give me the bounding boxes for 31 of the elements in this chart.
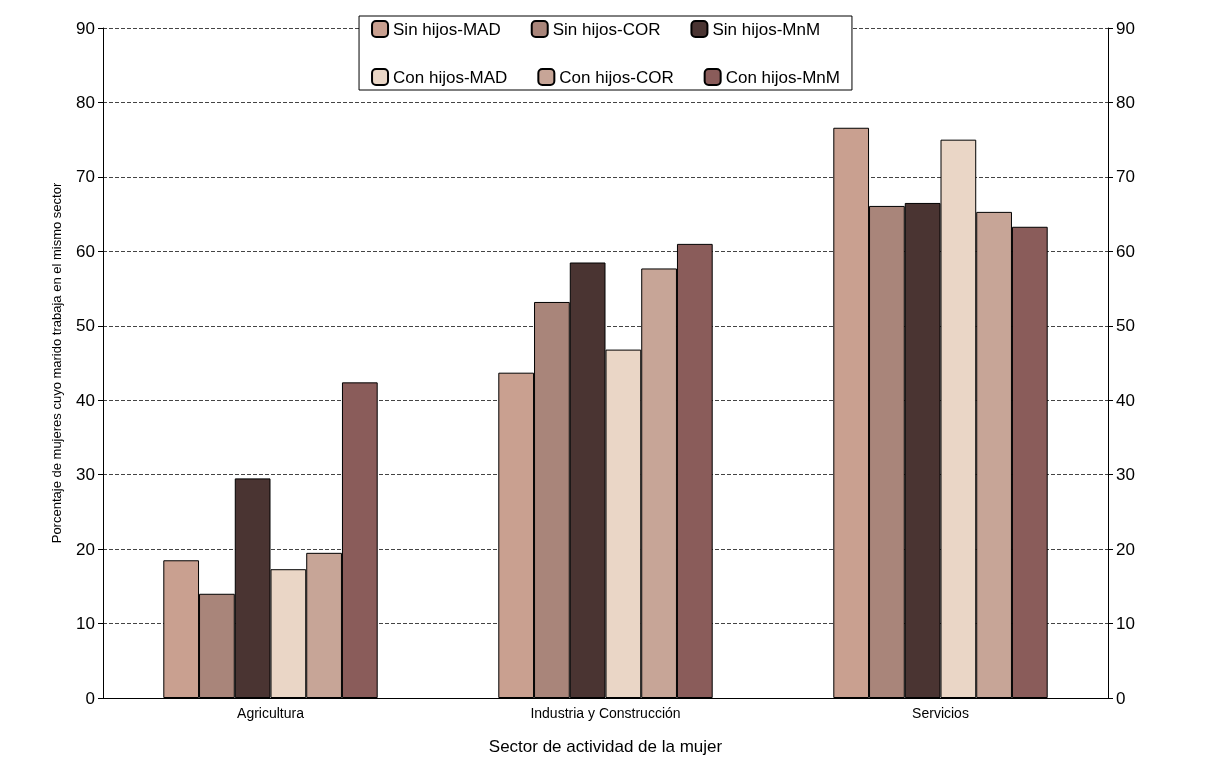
y2-tick-label: 40 xyxy=(1116,390,1135,410)
y2-tick-label: 80 xyxy=(1116,92,1135,112)
legend-label: Con hijos-MnM xyxy=(725,67,840,87)
y2-tick-label: 10 xyxy=(1116,614,1135,634)
y-tick-label: 50 xyxy=(76,316,95,336)
x-tick-label: Servicios xyxy=(912,705,969,721)
x-tick-label: Industria y Construcción xyxy=(530,705,681,721)
y-tick-label: 70 xyxy=(76,167,95,187)
y-tick-label: 80 xyxy=(76,92,95,112)
y-tick-label: 30 xyxy=(76,465,95,485)
y2-tick-label: 70 xyxy=(1116,167,1135,187)
y2-tick-label: 60 xyxy=(1116,241,1135,261)
y2-tick-label: 30 xyxy=(1116,465,1135,485)
legend-label: Sin hijos-COR xyxy=(552,19,661,39)
y2-tick-label: 90 xyxy=(1116,18,1135,38)
y-tick-label: 20 xyxy=(76,539,95,559)
y-tick-label: 10 xyxy=(76,614,95,634)
legend-label: Sin hijos-MAD xyxy=(393,19,501,39)
y2-tick-label: 20 xyxy=(1116,539,1135,559)
legend-label: Sin hijos-MnM xyxy=(712,19,821,39)
y-tick-label: 90 xyxy=(76,18,95,38)
y2-tick-label: 50 xyxy=(1116,316,1135,336)
x-tick-label: Agricultura xyxy=(237,705,305,721)
y-axis-title: Porcentaje de mujeres cuyo marido trabaja en el mismo sector xyxy=(49,182,64,544)
y-tick-label: 0 xyxy=(85,688,95,708)
y-tick-label: 40 xyxy=(76,390,95,410)
y2-tick-label: 0 xyxy=(1116,688,1126,708)
x-axis-title: Sector de actividad de la mujer xyxy=(488,737,723,756)
y-tick-label: 60 xyxy=(76,241,95,261)
legend-label: Con hijos-COR xyxy=(559,67,674,87)
legend-label: Con hijos-MAD xyxy=(393,67,508,87)
